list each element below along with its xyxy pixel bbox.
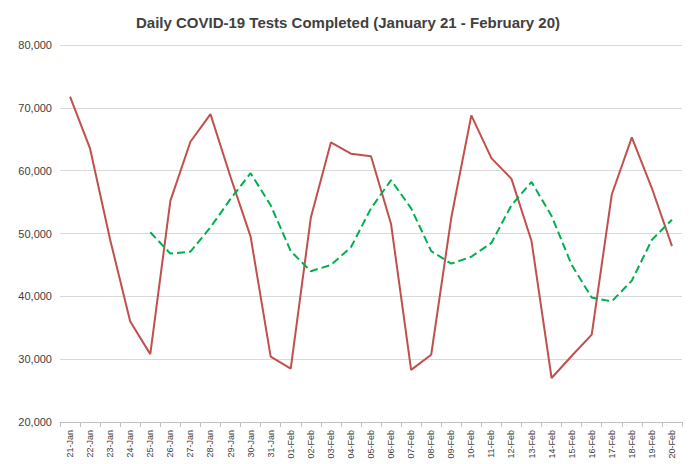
svg-text:01-Feb: 01-Feb <box>286 430 296 459</box>
svg-text:25-Jan: 25-Jan <box>145 430 155 458</box>
svg-text:28-Jan: 28-Jan <box>205 430 215 458</box>
svg-text:20-Feb: 20-Feb <box>667 430 677 459</box>
svg-text:40,000: 40,000 <box>18 290 52 302</box>
svg-text:13-Feb: 13-Feb <box>527 430 537 459</box>
svg-text:10-Feb: 10-Feb <box>466 430 476 459</box>
svg-text:22-Jan: 22-Jan <box>85 430 95 458</box>
svg-text:15-Feb: 15-Feb <box>567 430 577 459</box>
svg-text:26-Jan: 26-Jan <box>165 430 175 458</box>
svg-text:31-Jan: 31-Jan <box>266 430 276 458</box>
svg-text:05-Feb: 05-Feb <box>366 430 376 459</box>
svg-text:03-Feb: 03-Feb <box>326 430 336 459</box>
svg-text:19-Feb: 19-Feb <box>647 430 657 459</box>
svg-text:23-Jan: 23-Jan <box>105 430 115 458</box>
svg-text:17-Feb: 17-Feb <box>607 430 617 459</box>
svg-text:04-Feb: 04-Feb <box>346 430 356 459</box>
svg-text:29-Jan: 29-Jan <box>226 430 236 458</box>
svg-text:02-Feb: 02-Feb <box>306 430 316 459</box>
svg-text:60,000: 60,000 <box>18 165 52 177</box>
svg-text:70,000: 70,000 <box>18 102 52 114</box>
svg-text:27-Jan: 27-Jan <box>185 430 195 458</box>
svg-text:12-Feb: 12-Feb <box>506 430 516 459</box>
svg-text:11-Feb: 11-Feb <box>486 430 496 458</box>
svg-text:06-Feb: 06-Feb <box>386 430 396 459</box>
svg-text:18-Feb: 18-Feb <box>627 430 637 459</box>
svg-text:30-Jan: 30-Jan <box>246 430 256 458</box>
svg-text:24-Jan: 24-Jan <box>125 430 135 458</box>
svg-text:80,000: 80,000 <box>18 39 52 51</box>
svg-text:09-Feb: 09-Feb <box>446 430 456 459</box>
svg-text:08-Feb: 08-Feb <box>426 430 436 459</box>
svg-text:50,000: 50,000 <box>18 228 52 240</box>
svg-text:07-Feb: 07-Feb <box>406 430 416 459</box>
svg-text:30,000: 30,000 <box>18 353 52 365</box>
svg-text:21-Jan: 21-Jan <box>65 430 75 458</box>
svg-text:14-Feb: 14-Feb <box>547 430 557 459</box>
svg-text:20,000: 20,000 <box>18 416 52 428</box>
svg-text:16-Feb: 16-Feb <box>587 430 597 459</box>
svg-text:Daily COVID-19 Tests Completed: Daily COVID-19 Tests Completed (January … <box>136 14 560 31</box>
